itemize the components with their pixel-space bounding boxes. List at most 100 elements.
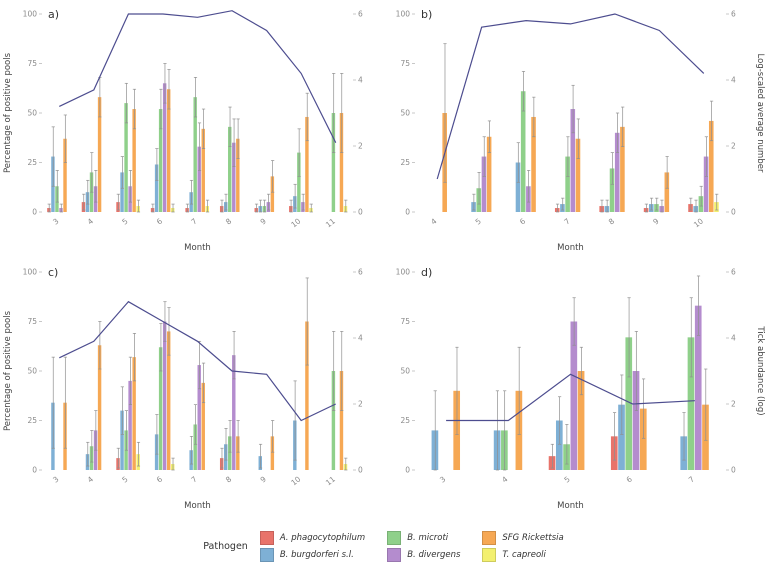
svg-text:6: 6: [155, 216, 164, 226]
svg-text:5: 5: [474, 216, 483, 226]
legend-label: SFG Rickettsia: [502, 532, 564, 543]
svg-text:0: 0: [32, 208, 37, 217]
svg-text:2: 2: [358, 142, 363, 151]
svg-text:6: 6: [731, 268, 736, 277]
svg-text:4: 4: [731, 334, 736, 343]
chart-svg: 0 25 50 75 100 0 2 4 6 3 4 5 6 7 8 9 10 11 Month Percentage…: [3, 8, 363, 253]
legend-item-0: A. phagocytophilum: [259, 530, 366, 545]
svg-text:6: 6: [358, 268, 363, 277]
svg-text:75: 75: [27, 317, 37, 326]
legend-label: B. divergens: [407, 549, 461, 560]
svg-text:b): b): [421, 8, 432, 21]
svg-text:50: 50: [400, 109, 410, 118]
svg-text:9: 9: [651, 216, 660, 226]
svg-text:3: 3: [438, 474, 447, 484]
legend-swatch: [259, 547, 274, 562]
svg-text:0: 0: [731, 208, 736, 217]
svg-text:3: 3: [51, 216, 60, 226]
chart-svg: 0 25 50 75 100 0 2 4 6 3 4 5 6 7 8 9 10 11 Month Percentage…: [3, 266, 363, 511]
legend-items: A. phagocytophilum B. burgdorferi s.l. B. …: [259, 530, 564, 562]
panel-a: 0 25 50 75 100 0 2 4 6 3 4 5 6 7 8 9 10 11 Month Percentage…: [0, 0, 383, 258]
svg-text:7: 7: [189, 474, 198, 484]
svg-text:4: 4: [358, 334, 363, 343]
svg-text:10: 10: [692, 216, 705, 229]
svg-text:25: 25: [400, 416, 410, 425]
svg-text:10: 10: [289, 216, 302, 229]
svg-text:25: 25: [27, 416, 37, 425]
svg-text:10: 10: [289, 474, 302, 487]
svg-text:Month: Month: [557, 501, 584, 511]
svg-text:7: 7: [687, 474, 696, 484]
svg-text:11: 11: [324, 474, 337, 487]
legend-swatch: [482, 530, 497, 545]
svg-text:25: 25: [400, 158, 410, 167]
svg-text:6: 6: [731, 10, 736, 19]
svg-text:100: 100: [396, 10, 411, 19]
svg-text:0: 0: [358, 466, 363, 475]
svg-text:Month: Month: [557, 243, 584, 253]
legend-item-4: SFG Rickettsia: [482, 530, 564, 545]
legend-item-5: T. capreoli: [482, 547, 563, 562]
svg-text:3: 3: [51, 474, 60, 484]
svg-text:4: 4: [731, 76, 736, 85]
svg-text:0: 0: [405, 208, 410, 217]
legend-label: B. burgdorferi s.l.: [279, 549, 354, 560]
svg-text:0: 0: [32, 466, 37, 475]
svg-text:6: 6: [625, 474, 634, 484]
svg-text:100: 100: [23, 268, 38, 277]
svg-text:Month: Month: [184, 243, 211, 253]
legend-label: B. microti: [407, 532, 449, 543]
panel-c: 0 25 50 75 100 0 2 4 6 3 4 5 6 7 8 9 10 11 Month Percentage…: [0, 258, 383, 516]
svg-text:100: 100: [396, 268, 411, 277]
svg-text:5: 5: [120, 474, 129, 484]
legend-swatch: [482, 547, 497, 562]
svg-text:25: 25: [27, 158, 37, 167]
svg-text:75: 75: [400, 317, 410, 326]
svg-text:4: 4: [86, 474, 95, 484]
charts-grid: 0 25 50 75 100 0 2 4 6 3 4 5 6 7 8 9 10 11 Month Percentage…: [0, 0, 766, 516]
svg-text:4: 4: [500, 474, 509, 484]
svg-text:0: 0: [358, 208, 363, 217]
svg-text:50: 50: [27, 109, 37, 118]
svg-text:100: 100: [23, 10, 38, 19]
svg-text:8: 8: [224, 474, 233, 484]
svg-text:2: 2: [731, 142, 736, 151]
svg-text:Percentage of positive pools: Percentage of positive pools: [3, 52, 13, 173]
svg-text:6: 6: [155, 474, 164, 484]
panel-b: 0 25 50 75 100 0 2 4 6 4 5 6 7 8 9 10 Month Log-scaled av…: [383, 0, 766, 258]
svg-text:4: 4: [429, 216, 438, 226]
svg-text:a): a): [48, 8, 59, 21]
legend-item-1: B. burgdorferi s.l.: [259, 547, 365, 562]
svg-text:4: 4: [86, 216, 95, 226]
svg-text:8: 8: [224, 216, 233, 226]
svg-text:0: 0: [731, 466, 736, 475]
legend-title: Pathogen: [203, 540, 248, 552]
svg-text:2: 2: [358, 400, 363, 409]
svg-text:2: 2: [731, 400, 736, 409]
svg-text:9: 9: [259, 216, 268, 226]
svg-text:7: 7: [562, 216, 571, 226]
svg-text:75: 75: [27, 59, 37, 68]
legend-swatch: [387, 530, 402, 545]
svg-text:Tick abundance (log): Tick abundance (log): [755, 325, 765, 415]
legend-swatch: [259, 530, 274, 545]
legend-item-3: B. divergens: [387, 547, 461, 562]
panel-d: 0 25 50 75 100 0 2 4 6 3 4 5 6 7 Month Tick abundance (…: [383, 258, 766, 516]
svg-text:7: 7: [189, 216, 198, 226]
svg-text:c): c): [48, 266, 58, 279]
svg-text:75: 75: [400, 59, 410, 68]
legend: Pathogen A. phagocytophilum B. burgdorfer…: [0, 516, 767, 576]
svg-text:4: 4: [358, 76, 363, 85]
svg-text:50: 50: [400, 367, 410, 376]
svg-text:50: 50: [27, 367, 37, 376]
chart-svg: 0 25 50 75 100 0 2 4 6 4 5 6 7 8 9 10 Month Log-scaled av…: [396, 8, 765, 253]
legend-label: A. phagocytophilum: [279, 532, 366, 543]
svg-text:d): d): [421, 266, 432, 279]
svg-text:Month: Month: [184, 501, 211, 511]
svg-text:Log-scaled average number: Log-scaled average number: [755, 54, 765, 173]
svg-text:Percentage of positive pools: Percentage of positive pools: [3, 310, 13, 431]
svg-text:6: 6: [358, 10, 363, 19]
svg-text:5: 5: [120, 216, 129, 226]
legend-swatch: [387, 547, 402, 562]
